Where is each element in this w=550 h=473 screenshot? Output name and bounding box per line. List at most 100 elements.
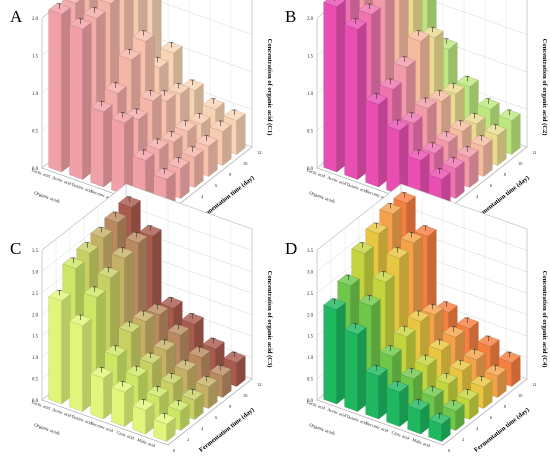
bar (365, 364, 388, 420)
bar-side (455, 404, 465, 431)
z-tick-label: 1.5 (307, 55, 314, 60)
bar (48, 2, 71, 173)
bar (344, 17, 367, 180)
z-tick-label: 1.5 (307, 335, 314, 340)
time-tick-label: 6 (490, 415, 493, 420)
bar (323, 298, 346, 405)
panel-A: A 0.0 0.5 1.0 1.5 2.0 Concentration of organic… (10, 0, 273, 222)
bar-side (103, 371, 113, 420)
bar-side (455, 161, 465, 199)
z-tick-label: 0.5 (307, 378, 314, 383)
time-tick-label: 8 (504, 172, 507, 177)
bar-side (483, 379, 493, 409)
acid-label: Acetic acid (51, 407, 72, 419)
bar-side (497, 368, 507, 398)
time-tick-label: 8 (229, 172, 232, 177)
bar-side (483, 139, 493, 177)
bar-front (111, 118, 125, 195)
time-tick-label: 4 (201, 194, 204, 199)
bar (153, 412, 176, 442)
bar (90, 100, 113, 188)
bar-side (208, 139, 218, 177)
bar (323, 0, 346, 173)
bar (484, 364, 507, 398)
bar (456, 388, 479, 420)
bar-side (61, 293, 71, 405)
bar (344, 322, 367, 412)
z-axis-title: Concentration of organic acid (C4) (541, 271, 548, 368)
bar-front (386, 387, 400, 427)
time-tick-label: 2 (187, 437, 189, 442)
panel-letter: C (10, 239, 21, 258)
time-tick-label: 6 (490, 183, 493, 188)
z-tick-label: 2.0 (32, 313, 39, 318)
bar-front (407, 405, 421, 435)
bar-side (124, 385, 134, 427)
bar-side (222, 368, 232, 398)
bar-side (511, 113, 521, 155)
bar-side (180, 161, 190, 199)
bar-side (399, 385, 409, 427)
bar-front (344, 329, 358, 412)
time-tick-label: 12 (532, 382, 536, 387)
bar-front (323, 2, 337, 173)
acid-label: Lactic acid (306, 167, 327, 179)
z-tick-label: 1.0 (32, 356, 39, 361)
bar (181, 388, 204, 420)
acid-label: Acetic acid (326, 407, 347, 419)
bar (386, 380, 409, 427)
bar-side (208, 379, 218, 409)
bar (365, 92, 388, 188)
time-tick-label: 10 (243, 393, 248, 398)
bar-side (378, 97, 388, 188)
bar-side (336, 0, 346, 173)
time-tick-label: 12 (257, 382, 261, 387)
z-tick-label: 0.0 (307, 167, 314, 172)
bar-side (441, 417, 451, 442)
time-tick-label: 10 (243, 161, 248, 166)
bar-side (103, 104, 113, 188)
z-tick-label: 1.5 (32, 335, 39, 340)
time-tick-label: 4 (476, 194, 479, 199)
time-tick-label: 10 (518, 161, 523, 166)
time-tick-label: 10 (518, 393, 523, 398)
bar-front (365, 99, 379, 188)
z-tick-label: 2.0 (32, 17, 39, 22)
acid-label: Malic acid (137, 437, 157, 448)
bar-front (132, 405, 146, 435)
bar-side (236, 113, 246, 155)
time-tick-label: 4 (201, 426, 204, 431)
bar (386, 119, 409, 195)
z-tick-label: 0.0 (307, 399, 314, 404)
z-tick-label: 0.0 (32, 167, 39, 172)
z-axis-title: Concentration of organic acid (C1) (266, 39, 273, 136)
time-tick-label: 8 (229, 404, 232, 409)
bar-front (111, 387, 125, 427)
bar-front (344, 24, 358, 180)
z-tick-label: 1.5 (32, 55, 39, 60)
bar-side (194, 150, 204, 188)
bar-side (336, 302, 346, 405)
panel-D: D 0.0 0.5 1.0 1.5 2.0 2.5 3.0 3.5 Concentration o… (285, 183, 548, 454)
bar-side (357, 327, 367, 412)
bar (111, 380, 134, 427)
z-tick-label: 3.0 (307, 270, 314, 275)
bar (69, 17, 92, 180)
bar-side (511, 355, 521, 387)
z-tick-label: 1.0 (307, 356, 314, 361)
panel-letter: B (285, 7, 296, 26)
bar-front (90, 373, 104, 420)
z-tick-label: 3.5 (32, 249, 39, 254)
bar-side (124, 116, 134, 195)
x-axis-title: Organic acids (33, 423, 60, 437)
z-axis-title: Concentration of organic acid (C3) (266, 271, 273, 368)
time-tick-label: 12 (532, 150, 536, 155)
bar-front (48, 9, 62, 173)
bar (428, 412, 451, 442)
time-tick-label: 0 (448, 448, 451, 453)
bar-front (323, 304, 337, 405)
bar-side (378, 368, 388, 420)
bar-side (145, 403, 155, 435)
time-tick-label: 6 (215, 415, 218, 420)
